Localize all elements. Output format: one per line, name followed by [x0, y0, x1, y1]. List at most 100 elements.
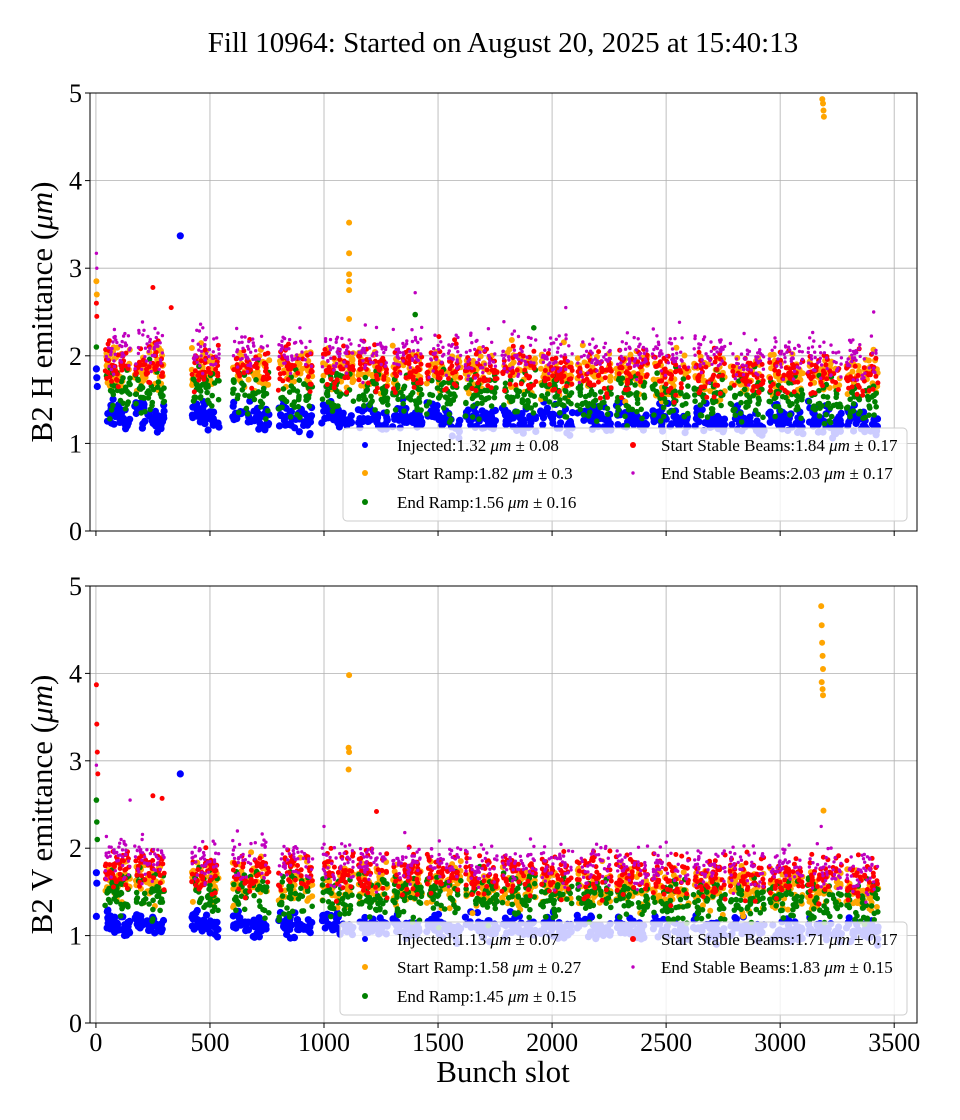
- data-point: [806, 370, 810, 374]
- data-point: [240, 340, 244, 344]
- data-point: [477, 353, 484, 360]
- data-point: [567, 344, 571, 348]
- data-point: [720, 359, 724, 363]
- data-point: [198, 322, 203, 326]
- data-point: [627, 357, 631, 361]
- data-point: [474, 400, 481, 407]
- data-point: [122, 384, 129, 391]
- data-point: [357, 366, 363, 372]
- y-tick-label: 1: [69, 429, 82, 458]
- data-point: [249, 350, 253, 354]
- data-point: [783, 360, 787, 364]
- data-point: [160, 351, 165, 355]
- data-point: [159, 361, 163, 365]
- data-point: [470, 341, 474, 345]
- data-point: [114, 405, 122, 413]
- data-point: [796, 343, 801, 347]
- data-point: [392, 411, 400, 419]
- data-point: [846, 357, 850, 361]
- data-point: [201, 376, 207, 382]
- data-point: [604, 352, 608, 357]
- data-point: [132, 409, 140, 418]
- data-point: [538, 365, 544, 372]
- data-point: [478, 350, 482, 354]
- data-point: [197, 388, 204, 394]
- data-point: [845, 418, 853, 426]
- data-point: [730, 407, 736, 414]
- data-point: [241, 346, 245, 350]
- data-point: [603, 341, 608, 345]
- data-point: [675, 351, 679, 355]
- data-point: [425, 362, 431, 368]
- data-point: [160, 333, 165, 338]
- data-point: [382, 389, 389, 396]
- data-point: [580, 412, 587, 418]
- data-point: [640, 383, 647, 389]
- data-point: [276, 366, 282, 371]
- data-point: [254, 365, 260, 371]
- series-start-ramp: [102, 603, 882, 920]
- data-point: [590, 403, 597, 409]
- data-point: [252, 344, 256, 348]
- data-point: [262, 351, 268, 357]
- data-point: [807, 361, 811, 365]
- data-point: [782, 352, 786, 356]
- data-point: [607, 350, 611, 354]
- data-point: [408, 392, 414, 398]
- data-point: [247, 339, 251, 344]
- data-point: [250, 407, 258, 415]
- data-point: [854, 350, 859, 355]
- data-point: [196, 373, 202, 379]
- data-point: [856, 411, 862, 417]
- data-point: [328, 337, 333, 342]
- data-point: [334, 377, 340, 383]
- data-point: [866, 403, 872, 409]
- data-point: [622, 413, 628, 420]
- data-point: [288, 371, 293, 376]
- data-point: [514, 393, 521, 399]
- data-point: [473, 376, 478, 380]
- data-point: [479, 400, 485, 407]
- data-point: [826, 418, 833, 424]
- data-point: [455, 345, 459, 349]
- data-point: [850, 353, 854, 357]
- data-point: [381, 394, 388, 401]
- data-point: [392, 361, 396, 366]
- series-injected: [92, 232, 882, 442]
- data-point: [347, 338, 351, 342]
- data-point: [797, 349, 802, 354]
- data-point: [546, 399, 553, 405]
- data-point: [234, 355, 240, 361]
- data-point: [650, 352, 655, 356]
- data-point: [844, 375, 850, 381]
- data-point: [119, 367, 125, 373]
- data-point: [356, 396, 362, 402]
- data-point: [328, 376, 334, 382]
- data-point: [850, 359, 854, 364]
- data-point: [628, 374, 634, 380]
- data-point: [770, 351, 777, 358]
- data-point: [701, 337, 706, 342]
- data-point: [599, 400, 606, 406]
- data-point: [673, 344, 680, 351]
- data-point: [775, 364, 779, 368]
- data-point: [154, 923, 162, 931]
- data-point: [277, 354, 281, 359]
- data-point: [679, 350, 683, 354]
- data-point: [821, 420, 828, 427]
- data-point: [681, 413, 688, 420]
- data-point: [282, 412, 290, 420]
- data-point: [415, 357, 419, 362]
- data-point: [113, 922, 121, 930]
- data-point: [779, 385, 785, 391]
- data-point: [216, 378, 222, 384]
- data-point: [463, 400, 469, 407]
- data-point: [263, 416, 269, 422]
- data-point: [641, 345, 646, 350]
- data-point: [638, 406, 644, 413]
- data-point: [153, 342, 158, 346]
- data-point: [397, 356, 401, 360]
- data-point: [510, 332, 514, 336]
